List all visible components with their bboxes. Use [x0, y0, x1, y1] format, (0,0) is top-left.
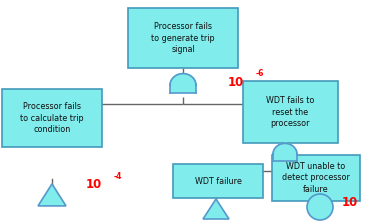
FancyBboxPatch shape — [243, 81, 337, 143]
FancyBboxPatch shape — [173, 164, 263, 198]
FancyBboxPatch shape — [2, 89, 102, 147]
Text: WDT failure: WDT failure — [195, 177, 242, 185]
Polygon shape — [170, 74, 196, 85]
Polygon shape — [203, 199, 229, 219]
Ellipse shape — [307, 194, 333, 220]
Text: -6: -6 — [255, 69, 264, 78]
Text: 10: 10 — [86, 179, 102, 192]
Text: 10: 10 — [228, 75, 244, 88]
FancyBboxPatch shape — [272, 155, 360, 201]
Text: Processor fails
to generate trip
signal: Processor fails to generate trip signal — [151, 22, 215, 54]
FancyBboxPatch shape — [273, 154, 297, 162]
Text: WDT fails to
reset the
processor: WDT fails to reset the processor — [266, 96, 314, 128]
Text: 10: 10 — [342, 196, 358, 209]
Text: -4: -4 — [113, 172, 122, 181]
FancyBboxPatch shape — [170, 85, 196, 93]
Polygon shape — [38, 184, 66, 206]
FancyBboxPatch shape — [128, 8, 238, 68]
Text: Processor fails
to calculate trip
condition: Processor fails to calculate trip condit… — [20, 102, 84, 134]
Polygon shape — [273, 143, 297, 154]
Text: WDT unable to
detect processor
failure: WDT unable to detect processor failure — [282, 162, 350, 194]
